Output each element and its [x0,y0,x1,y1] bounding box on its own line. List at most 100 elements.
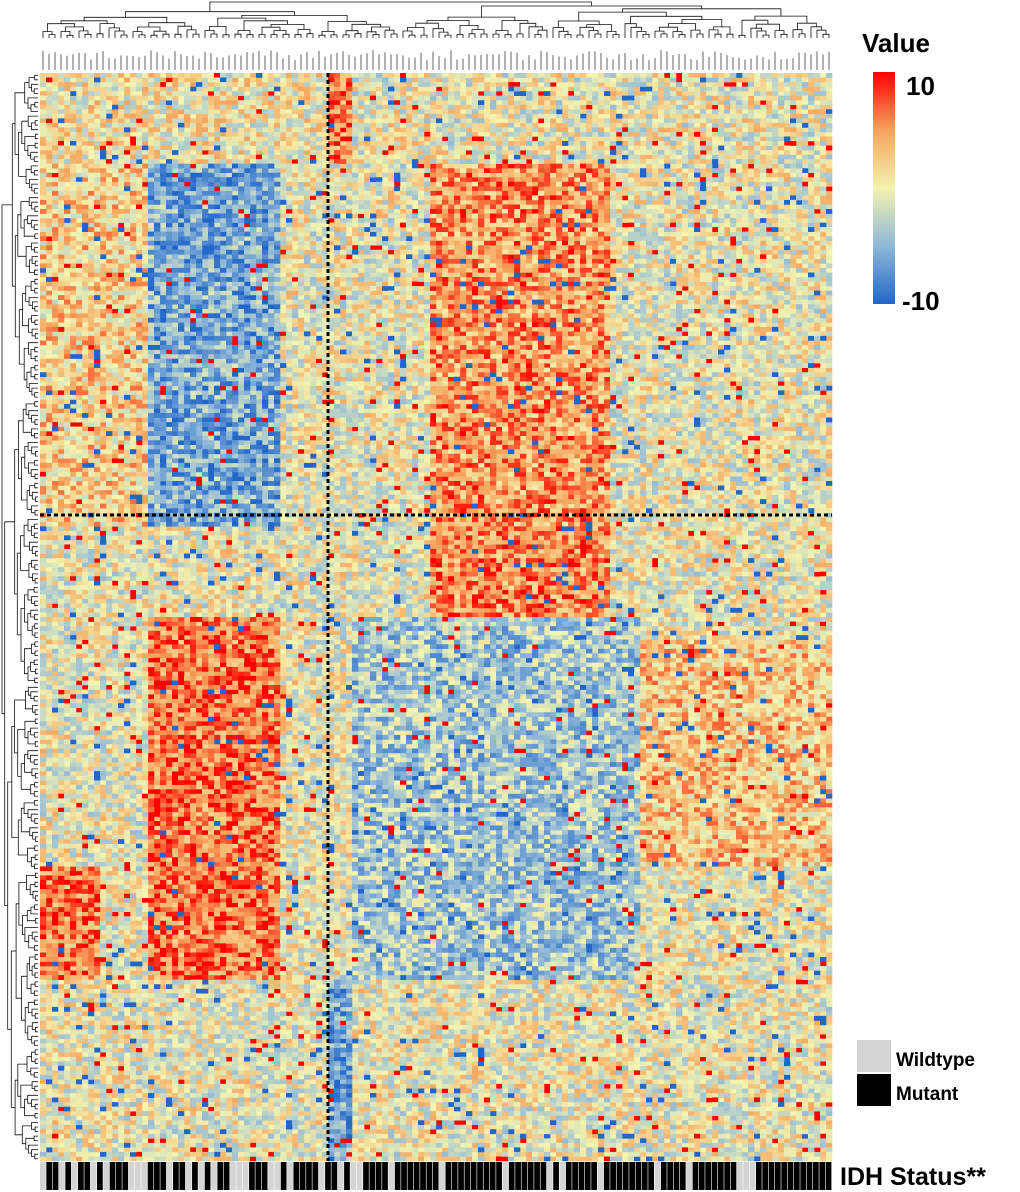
mutant-sample-mark [204,1162,211,1190]
mutant-sample-mark [527,1162,534,1190]
wildtype-sample-mark [350,1162,357,1190]
row-dendrogram [1,74,38,1160]
wildtype-sample-mark [654,1162,661,1190]
wildtype-sample-mark [211,1162,217,1190]
mutant-sample-mark [382,1162,388,1190]
wildtype-sample-mark [502,1162,509,1190]
mutant-sample-mark [781,1162,788,1190]
mutant-sample-mark [806,1162,813,1190]
mutant-sample-mark [375,1162,382,1190]
row-dendrogram-branches [1,74,38,1160]
mutant-sample-mark [394,1162,401,1190]
mutant-sample-mark [470,1162,477,1190]
heatmap-cell-group [148,172,641,1148]
mutant-sample-mark [521,1162,528,1190]
wildtype-legend-swatch [857,1040,891,1072]
wildtype-sample-mark [166,1162,173,1190]
mutant-sample-mark [154,1162,160,1190]
mutant-sample-mark [369,1162,376,1190]
mutant-sample-mark [591,1162,597,1190]
wildtype-sample-mark [318,1162,325,1190]
mutant-sample-mark [572,1162,578,1190]
mutant-sample-mark [578,1162,585,1190]
mutant-sample-mark [147,1162,154,1190]
mutant-sample-mark [217,1162,224,1190]
mutant-sample-mark [325,1162,331,1190]
mutant-sample-mark [458,1162,464,1190]
colorbar-max-label: 10 [906,71,935,101]
wildtype-sample-mark [141,1162,148,1190]
mutant-sample-mark [420,1162,426,1190]
mutant-sample-mark [46,1162,53,1190]
mutant-sample-mark [679,1162,686,1190]
mutant-sample-mark [109,1162,116,1190]
wildtype-sample-mark [388,1162,395,1190]
mutant-sample-mark [641,1162,648,1190]
mutant-sample-mark [635,1162,642,1190]
mutant-sample-mark [667,1162,673,1190]
mutant-sample-mark [496,1162,502,1190]
mutant-sample-mark [299,1162,306,1190]
mutant-sample-mark [344,1162,350,1190]
heatmap-cells [40,73,833,1162]
wildtype-sample-mark [59,1162,65,1190]
mutant-sample-mark [584,1162,591,1190]
mutant-legend-swatch [857,1074,891,1106]
mutant-sample-mark [122,1162,129,1190]
wildtype-sample-mark [546,1162,553,1190]
heatmap-cell-group [148,163,353,1116]
heatmap-cell-group [40,73,833,1162]
mutant-sample-mark [255,1162,262,1190]
wildtype-sample-mark [230,1162,236,1190]
mutant-sample-mark [698,1162,705,1190]
wildtype-sample-mark [356,1162,363,1190]
mutant-sample-mark [173,1162,179,1190]
heatmap-cell-group [40,82,833,980]
mutant-sample-mark [616,1162,623,1190]
wildtype-sample-mark [242,1162,249,1190]
mutant-sample-mark [451,1162,458,1190]
column-dendrogram-branches [42,1,830,38]
mutant-sample-mark [648,1162,654,1190]
mutant-sample-mark [97,1162,103,1190]
mutant-sample-mark [787,1162,794,1190]
mutant-sample-mark [280,1162,287,1190]
mutant-sample-mark [755,1162,762,1190]
mutant-sample-mark [477,1162,483,1190]
mutant-sample-mark [363,1162,369,1190]
mutant-sample-mark [413,1162,420,1190]
mutant-sample-mark [426,1162,433,1190]
mutant-sample-mark [660,1162,667,1190]
mutant-sample-mark [819,1162,826,1190]
heatmap-cell-group [40,73,833,1162]
wildtype-legend-label: Wildtype [896,1050,975,1071]
mutant-sample-mark [565,1162,572,1190]
mutant-sample-mark [622,1162,629,1190]
wildtype-sample-mark [736,1162,743,1190]
mutant-sample-mark [515,1162,521,1190]
wildtype-sample-mark [128,1162,135,1190]
mutant-sample-mark [445,1162,452,1190]
colorbar-min-label: -10 [902,286,940,316]
mutant-sample-mark [629,1162,635,1190]
mutant-sample-mark [603,1162,610,1190]
mutant-sample-mark [293,1162,300,1190]
mutant-sample-mark [553,1162,559,1190]
mutant-sample-mark [192,1162,198,1190]
colorbar [873,72,895,304]
wildtype-sample-mark [90,1162,97,1190]
wildtype-sample-mark [135,1162,141,1190]
wildtype-sample-mark [40,1162,46,1190]
heatmap-cell-group [148,163,353,1130]
mutant-sample-mark [610,1162,616,1190]
wildtype-sample-mark [185,1162,192,1190]
mutant-sample-mark [793,1162,800,1190]
wildtype-sample-mark [268,1162,274,1190]
idh-status-label: IDH Status** [840,1163,986,1191]
wildtype-sample-mark [597,1162,604,1190]
mutant-sample-mark [540,1162,547,1190]
mutant-sample-mark [705,1162,712,1190]
wildtype-sample-mark [337,1162,344,1190]
wildtype-sample-mark [71,1162,78,1190]
